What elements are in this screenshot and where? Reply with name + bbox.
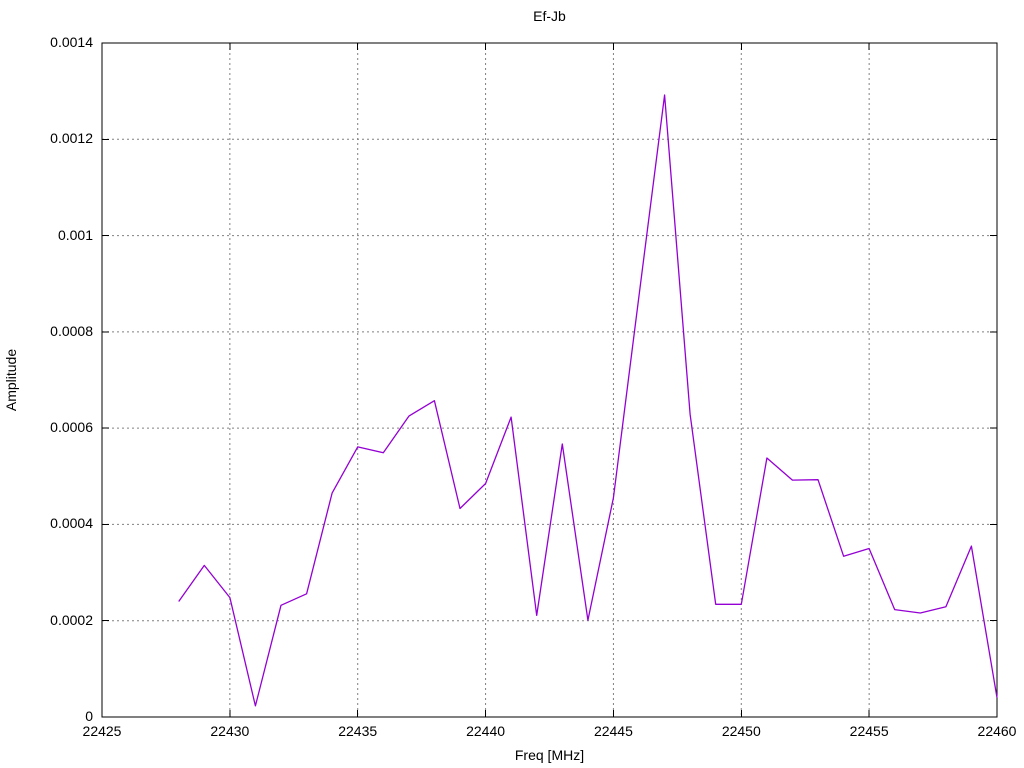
x-tick-label: 22445: [593, 723, 633, 739]
y-tick-label: 0.0006: [50, 419, 93, 436]
x-tick-label: 22440: [466, 723, 506, 739]
y-tick-label: 0.0012: [50, 130, 93, 147]
x-tick-label: 22450: [721, 723, 761, 739]
y-tick-label: 0.0008: [50, 322, 93, 339]
x-tick-label: 22430: [210, 723, 250, 739]
plot-border: [101, 42, 998, 718]
y-tick-label: 0.0014: [50, 34, 93, 50]
y-axis-label: Amplitude: [3, 348, 19, 412]
y-tick-label: 0.0002: [50, 611, 93, 628]
chart-title: Ef-Jb: [533, 8, 566, 24]
x-tick-label: 22455: [849, 723, 889, 739]
x-axis-label: Freq [MHz]: [514, 747, 585, 763]
y-tick-label: 0.001: [57, 226, 93, 243]
y-tick-label: 0: [85, 708, 93, 724]
data-line: [178, 94, 998, 707]
y-tick-label: 0.0004: [50, 515, 93, 532]
x-tick-label: 22435: [338, 723, 378, 739]
x-tick-label: 22425: [82, 723, 122, 739]
x-tick-label: 22460: [977, 723, 1017, 739]
